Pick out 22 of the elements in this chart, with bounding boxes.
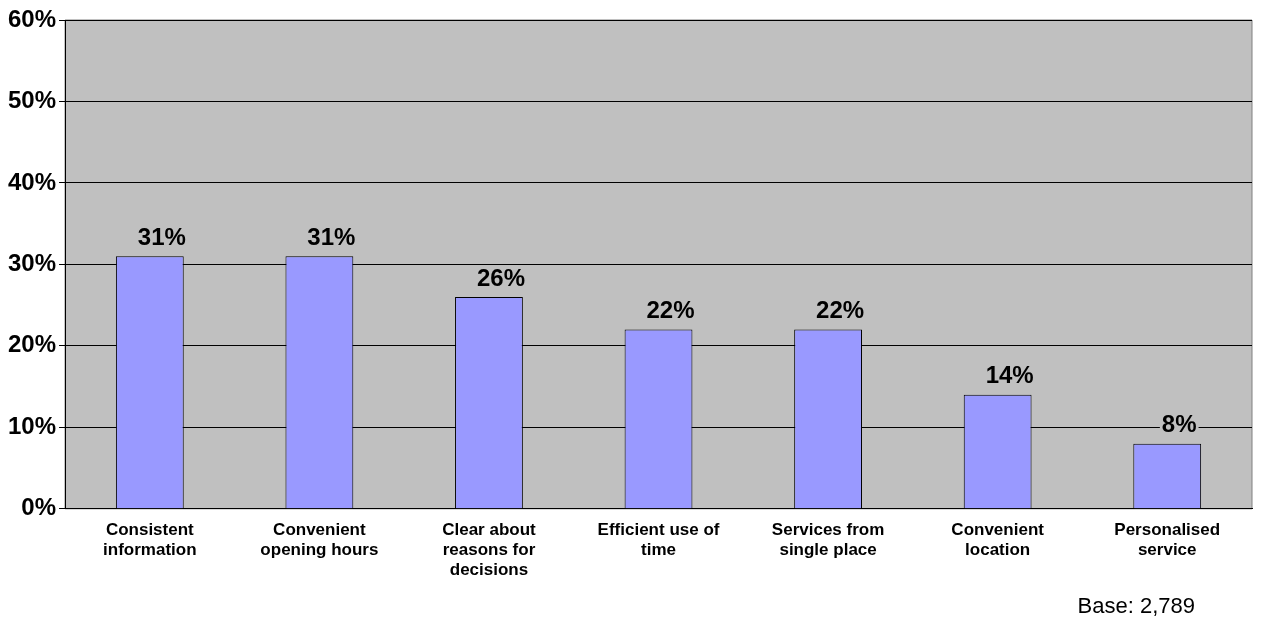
x-tick-label: Services from single place bbox=[771, 519, 885, 560]
data-label: 14% bbox=[985, 361, 1034, 389]
data-label: 31% bbox=[137, 222, 186, 250]
x-tick-label: Efficient use of time bbox=[597, 519, 720, 560]
x-tick-label: Consistent information bbox=[103, 519, 197, 560]
y-tick-label: 60% bbox=[7, 4, 57, 32]
y-tick-label: 10% bbox=[7, 411, 57, 439]
x-tick-label: Convenient location bbox=[951, 519, 1045, 560]
y-tick-label: 0% bbox=[21, 493, 57, 521]
y-tick-label: 30% bbox=[7, 249, 57, 277]
text: Base: 2,789 bbox=[1077, 593, 1195, 619]
data-label: 31% bbox=[307, 222, 356, 250]
data-label: 22% bbox=[646, 296, 695, 324]
y-tick-label: 50% bbox=[7, 86, 57, 114]
data-label: 22% bbox=[816, 296, 865, 324]
y-tick-label: 20% bbox=[7, 330, 57, 358]
x-tick-label: Convenient opening hours bbox=[260, 519, 379, 560]
x-tick-label: Clear about reasons for decisions bbox=[442, 519, 537, 580]
data-label: 8% bbox=[1161, 410, 1197, 438]
x-tick-label: Personalised service bbox=[1114, 519, 1221, 560]
data-label: 26% bbox=[476, 263, 525, 291]
y-tick-label: 40% bbox=[7, 167, 57, 195]
